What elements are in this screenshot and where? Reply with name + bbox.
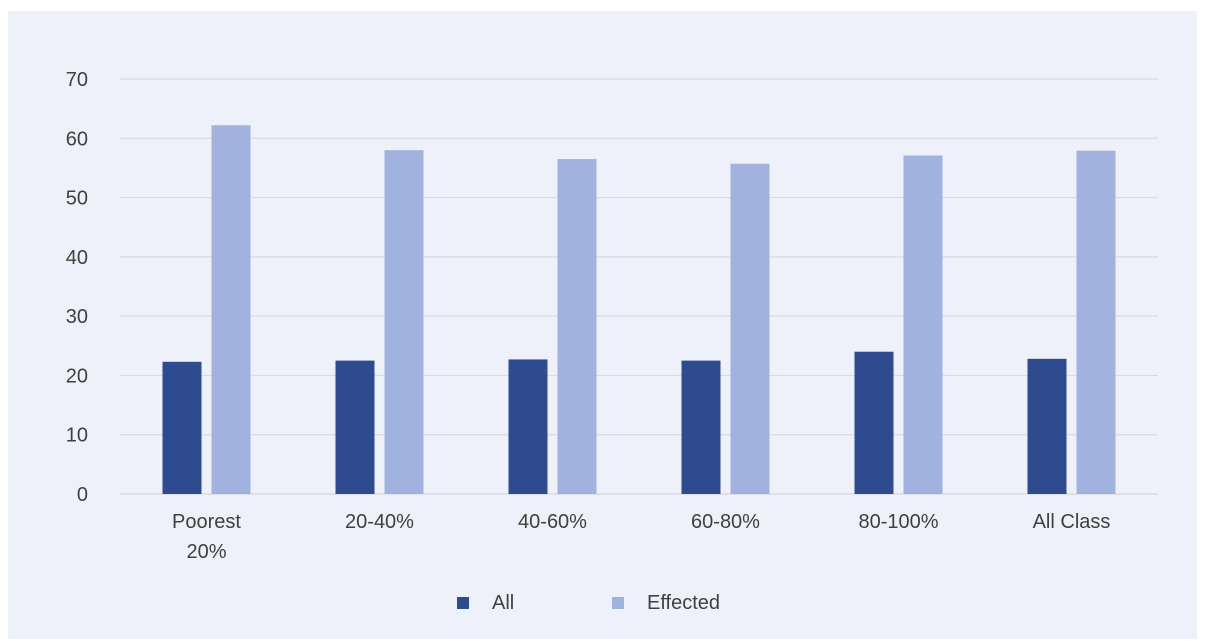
- bar-all-1: [335, 360, 375, 494]
- legend-label-effected: Effected: [647, 592, 720, 614]
- bar-effected-5: [1076, 150, 1116, 494]
- bar-effected-0: [211, 125, 251, 494]
- x-tick-label: 60-80%: [691, 511, 760, 533]
- legend-label-all: All: [492, 592, 514, 614]
- y-tick-label: 40: [66, 247, 88, 269]
- x-tick-label: 40-60%: [518, 511, 587, 533]
- bar-effected-2: [557, 159, 597, 495]
- bar-all-3: [681, 360, 721, 494]
- y-tick-label: 0: [77, 484, 88, 506]
- y-tick-label: 10: [66, 425, 88, 447]
- bar-effected-4: [903, 155, 943, 494]
- bar-chart: 0 10 20 30 40 50 60 70 Poorest 20% 20-40% 40-60% 60-…: [66, 69, 1158, 614]
- y-tick-label: 70: [66, 69, 88, 91]
- y-tick-label: 20: [66, 365, 88, 387]
- bar-all-2: [508, 359, 548, 494]
- bar-effected-1: [384, 150, 424, 494]
- bar-all-5: [1027, 358, 1067, 494]
- bar-all-4: [854, 351, 894, 494]
- x-tick-label: Poorest 20%: [172, 511, 241, 563]
- legend-swatch-all: [457, 597, 469, 609]
- y-tick-label: 50: [66, 188, 88, 210]
- x-tick-label: 80-100%: [858, 511, 938, 533]
- bar-all-0: [162, 361, 202, 494]
- y-tick-label: 30: [66, 306, 88, 328]
- legend-swatch-effected: [612, 597, 624, 609]
- chart-container: 0 10 20 30 40 50 60 70 Poorest 20% 20-40% 40-60% 60-…: [8, 11, 1197, 639]
- x-tick-label: 20-40%: [345, 511, 414, 533]
- x-tick-label: All Class: [1033, 511, 1111, 533]
- y-tick-label: 60: [66, 128, 88, 150]
- bar-effected-3: [730, 163, 770, 494]
